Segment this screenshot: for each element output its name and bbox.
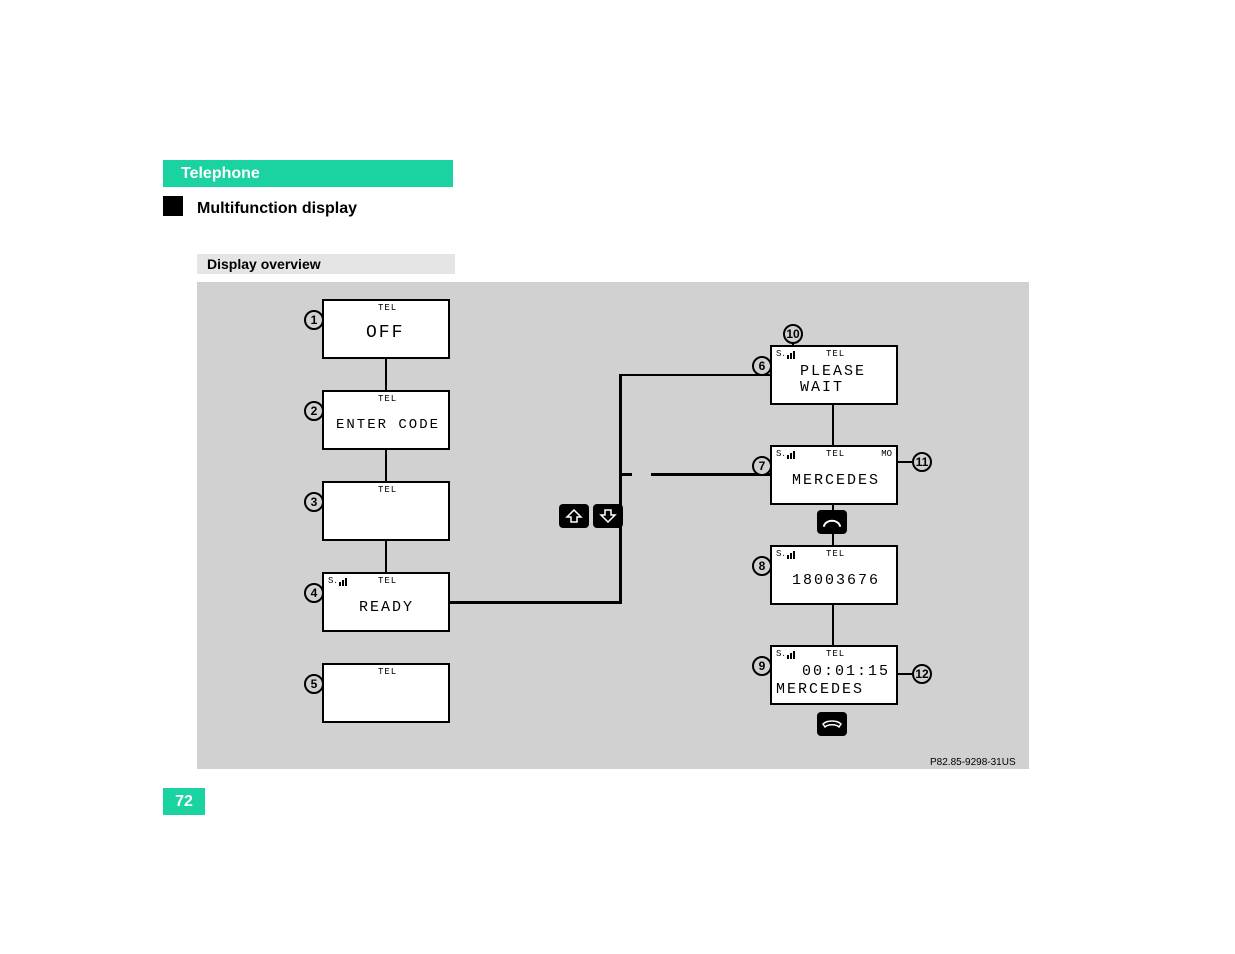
callout-number: 3: [304, 492, 324, 512]
tel-indicator: TEL: [826, 549, 845, 559]
connector-line: [622, 473, 632, 476]
callout-number: 1: [304, 310, 324, 330]
connector-line: [385, 541, 387, 572]
display-screen: TEL S. 18003676: [770, 545, 898, 605]
subhead-bar: Display overview: [197, 254, 455, 274]
connector-line: [622, 374, 770, 376]
callout-number: 11: [912, 452, 932, 472]
mo-indicator: MO: [881, 449, 892, 459]
tel-indicator: TEL: [378, 576, 397, 586]
page-subtitle: Multifunction display: [197, 200, 357, 218]
signal-icon: S.: [776, 549, 795, 559]
connector-line: [385, 359, 387, 390]
signal-icon: S.: [328, 576, 347, 586]
phone-hangup-icon: [817, 712, 847, 736]
callout-number: 8: [752, 556, 772, 576]
subhead-text: Display overview: [207, 256, 321, 272]
page-number-text: 72: [175, 793, 193, 811]
display-text: READY: [359, 599, 414, 616]
display-screen: TEL S. 00:01:15MERCEDES: [770, 645, 898, 705]
tel-indicator: TEL: [378, 485, 397, 495]
callout-number: 9: [752, 656, 772, 676]
phone-pickup-icon: [817, 510, 847, 534]
display-text: 18003676: [792, 572, 880, 589]
display-screen: TEL S. MO MERCEDES: [770, 445, 898, 505]
signal-icon: S.: [776, 449, 795, 459]
arrow-up-icon: [559, 504, 589, 528]
section-banner: Telephone: [163, 160, 453, 187]
display-screen: TEL OFF: [322, 299, 450, 359]
display-text: MERCEDES: [776, 681, 864, 698]
signal-icon: S.: [776, 649, 795, 659]
page-number: 72: [163, 788, 205, 815]
callout-connector: [898, 461, 912, 463]
display-screen: TEL ENTER CODE: [322, 390, 450, 450]
arrow-down-icon: [593, 504, 623, 528]
display-text: ENTER CODE: [336, 417, 440, 433]
connector-line: [832, 405, 834, 445]
signal-icon: S.: [776, 349, 795, 359]
display-screen: TEL: [322, 663, 450, 723]
tel-indicator: TEL: [378, 394, 397, 404]
display-screen: TEL S. PLEASEWAIT: [770, 345, 898, 405]
display-text: PLEASE: [800, 363, 866, 380]
display-screen: TEL: [322, 481, 450, 541]
tel-indicator: TEL: [826, 449, 845, 459]
black-marker: [163, 196, 183, 216]
tel-indicator: TEL: [378, 303, 397, 313]
connector-line: [619, 374, 622, 604]
connector-line: [450, 601, 622, 604]
figure-code: P82.85-9298-31US: [930, 757, 1016, 768]
callout-number: 4: [304, 583, 324, 603]
connector-line: [651, 473, 770, 476]
tel-indicator: TEL: [378, 667, 397, 677]
connector-line: [832, 605, 834, 645]
display-screen: TEL S. READY: [322, 572, 450, 632]
display-text: 00:01:15: [802, 663, 890, 680]
section-banner-text: Telephone: [181, 165, 260, 183]
display-text: OFF: [366, 323, 404, 343]
tel-indicator: TEL: [826, 349, 845, 359]
callout-connector: [898, 673, 912, 675]
callout-number: 7: [752, 456, 772, 476]
callout-number: 6: [752, 356, 772, 376]
display-text: MERCEDES: [792, 472, 880, 489]
callout-number: 10: [783, 324, 803, 344]
display-text: WAIT: [800, 379, 844, 396]
callout-number: 12: [912, 664, 932, 684]
tel-indicator: TEL: [826, 649, 845, 659]
callout-number: 2: [304, 401, 324, 421]
callout-number: 5: [304, 674, 324, 694]
connector-line: [385, 450, 387, 481]
